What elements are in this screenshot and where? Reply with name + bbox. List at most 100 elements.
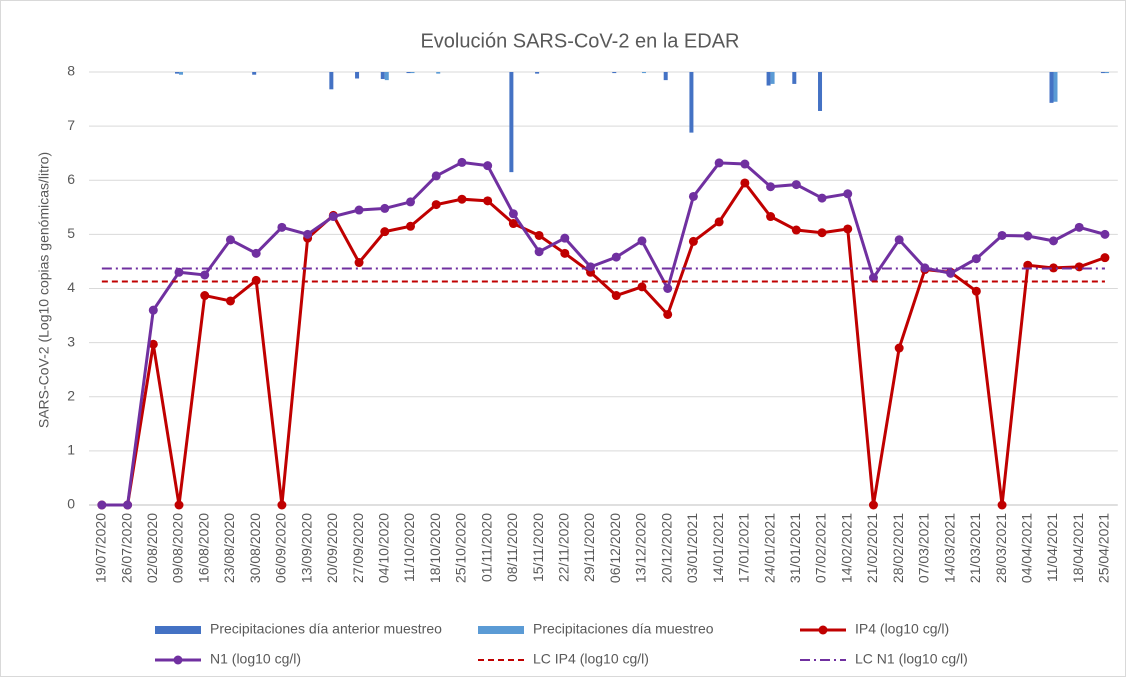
chart-title: Evolución SARS-CoV-2 en la EDAR — [420, 30, 739, 52]
series-marker — [174, 267, 184, 277]
y-tick-label: 3 — [67, 333, 75, 349]
series-marker — [1049, 236, 1058, 246]
x-tick-label: 30/08/2020 — [247, 513, 263, 583]
series-marker — [560, 233, 570, 243]
x-tick-label: 06/09/2020 — [273, 513, 289, 583]
series-marker — [766, 182, 776, 192]
x-tick-label: 06/12/2020 — [607, 513, 623, 583]
x-tick-label: 13/09/2020 — [298, 513, 314, 583]
series-marker — [1023, 231, 1033, 241]
series-marker — [277, 222, 287, 232]
series-marker — [406, 197, 415, 207]
series-marker — [997, 500, 1007, 510]
series-marker — [457, 194, 467, 204]
series-marker — [406, 221, 415, 231]
series-marker — [714, 158, 724, 168]
series-marker — [508, 209, 518, 219]
series-marker — [740, 159, 750, 169]
precipitation-bar — [406, 72, 411, 74]
series-marker — [508, 219, 518, 229]
series-marker — [431, 200, 441, 210]
series-line — [101, 160, 1106, 507]
x-tick-label: 31/01/2021 — [787, 513, 803, 583]
x-tick-label: 20/12/2020 — [658, 513, 674, 583]
y-tick-label: 1 — [67, 442, 75, 458]
series-marker — [560, 248, 570, 258]
precipitation-bar — [612, 72, 617, 74]
series-marker — [1074, 222, 1084, 232]
y-tick-label: 0 — [67, 496, 75, 512]
series-marker — [380, 227, 390, 237]
series-marker — [457, 157, 467, 167]
series-marker — [97, 500, 107, 510]
series-marker — [225, 296, 235, 306]
x-tick-label: 23/08/2020 — [221, 513, 237, 583]
x-tick-label: 18/04/2021 — [1070, 513, 1086, 583]
x-tick-label: 16/08/2020 — [195, 513, 211, 583]
x-tick-label: 25/04/2021 — [1096, 513, 1112, 583]
precipitation-bar — [175, 72, 180, 74]
series-marker — [894, 343, 904, 353]
series-marker — [843, 189, 853, 199]
x-tick-label: 11/10/2020 — [401, 513, 417, 582]
series-marker — [997, 230, 1007, 240]
series-marker — [225, 235, 235, 245]
y-tick-label: 2 — [67, 387, 75, 403]
series-marker — [946, 268, 956, 278]
series-marker — [868, 500, 878, 510]
x-tick-label: 11/04/2021 — [1044, 513, 1060, 582]
legend-swatch — [155, 626, 201, 634]
precipitation-bar — [1053, 72, 1058, 102]
x-tick-label: 17/01/2021 — [736, 513, 752, 583]
precipitation-bar — [1100, 72, 1105, 74]
x-tick-label: 24/01/2021 — [761, 513, 777, 583]
series-marker — [354, 258, 364, 268]
precipitation-bar — [410, 72, 415, 74]
x-tick-label: 02/08/2020 — [144, 513, 160, 583]
series-marker — [688, 236, 698, 246]
precipitation-bar — [384, 72, 389, 81]
series-marker — [303, 229, 313, 239]
series-marker — [714, 217, 724, 227]
precipitation-bar — [818, 72, 823, 111]
series-marker — [1074, 262, 1084, 272]
series-marker — [200, 291, 210, 301]
series-marker — [380, 203, 390, 213]
series-marker — [1100, 253, 1110, 263]
series-marker — [817, 193, 827, 203]
series-marker — [791, 180, 801, 190]
legend-label: IP4 (log10 cg/l) — [855, 621, 949, 637]
x-tick-label: 04/04/2021 — [1018, 513, 1034, 583]
x-tick-label: 25/10/2020 — [453, 513, 469, 583]
precipitation-bar — [252, 72, 257, 75]
series-marker — [637, 236, 647, 246]
x-tick-label: 07/02/2021 — [813, 513, 829, 583]
y-tick-label: 5 — [67, 225, 75, 241]
y-axis-label: SARS-CoV-2 (Log10 copias genómicas/litro… — [36, 152, 52, 428]
series-marker — [791, 225, 801, 235]
legend-marker — [818, 625, 828, 635]
series-marker — [868, 273, 878, 283]
x-tick-label: 28/02/2021 — [890, 513, 906, 583]
series-marker — [894, 235, 904, 245]
x-tick-label: 13/12/2020 — [633, 513, 649, 583]
series-marker — [354, 205, 364, 215]
legend-label: N1 (log10 cg/l) — [210, 651, 301, 667]
series-marker — [611, 252, 621, 262]
precipitation-bar — [792, 72, 797, 84]
x-tick-label: 14/01/2021 — [710, 513, 726, 583]
precipitation-bar — [380, 72, 385, 80]
x-tick-label: 04/10/2020 — [375, 513, 391, 583]
precipitation-bar — [329, 72, 334, 90]
series-marker — [328, 212, 338, 222]
x-tick-label: 14/02/2021 — [838, 513, 854, 583]
series-marker — [740, 178, 750, 188]
series-marker — [611, 291, 621, 301]
legend-label: Precipitaciones día muestreo — [533, 621, 714, 637]
precipitation-bar — [689, 72, 694, 133]
x-tick-label: 03/01/2021 — [684, 513, 700, 583]
series-marker — [817, 228, 827, 238]
precipitation-bar — [770, 72, 775, 84]
series-marker — [663, 309, 673, 319]
